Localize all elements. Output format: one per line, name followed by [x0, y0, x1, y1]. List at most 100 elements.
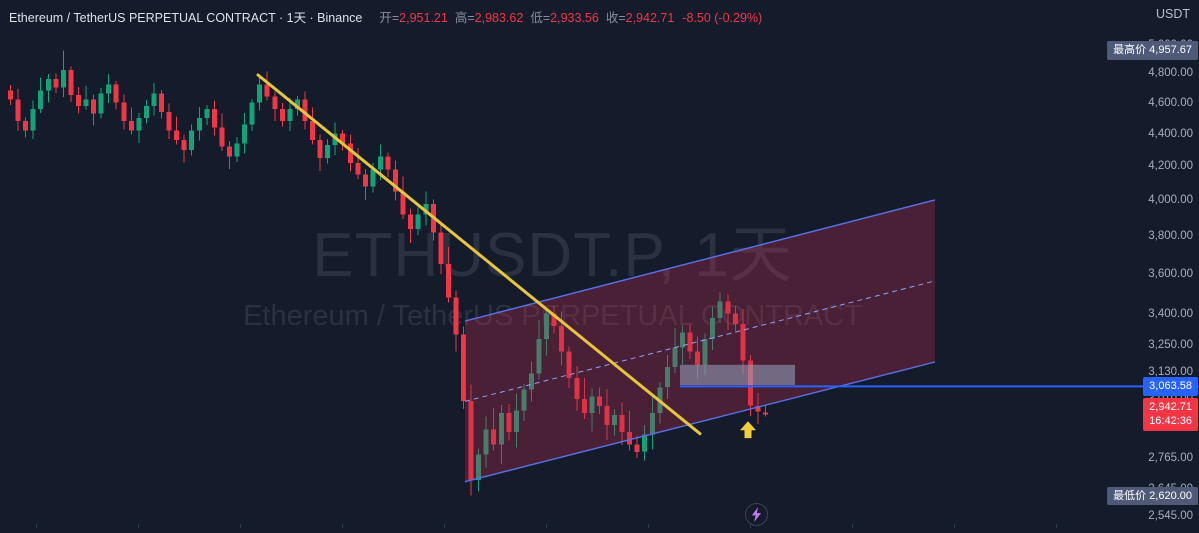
candle-body [234, 143, 240, 157]
candle-body [121, 102, 127, 122]
lightning-icon [751, 507, 762, 522]
candle-body [204, 108, 210, 118]
candle-body [438, 232, 444, 265]
ohlc-low-label: 低= [530, 11, 551, 25]
trendline[interactable] [256, 73, 702, 436]
last-price-badge: 2,942.71 16:42:36 [1143, 398, 1198, 431]
candle-body [415, 214, 421, 229]
price-tick-label: 4,600.00 [1148, 96, 1193, 109]
candle-body [498, 412, 504, 445]
candle-body [45, 78, 51, 91]
candle-body [302, 99, 308, 122]
channel-bottom-line[interactable] [464, 361, 936, 483]
candle-body [642, 434, 648, 452]
price-axis-unit[interactable]: USDT [1155, 7, 1190, 21]
lightning-button[interactable] [745, 503, 768, 526]
candle-body [159, 93, 164, 112]
candle-body [581, 398, 587, 413]
candle-body [491, 429, 497, 445]
candle-body [453, 297, 459, 335]
ohlc-low-value: 2,933.56 [550, 11, 599, 25]
candle-body [166, 111, 172, 131]
candle-body [634, 444, 640, 452]
candle-body [702, 338, 708, 365]
candle-body [362, 174, 368, 187]
candle-body [38, 90, 44, 109]
candle-body [377, 156, 383, 170]
candle-body [30, 108, 36, 131]
ohlc-high-label: 高= [454, 11, 475, 25]
price-axis[interactable]: 5,000.004,800.004,600.004,400.004,200.00… [1104, 0, 1199, 533]
candle-body [257, 84, 263, 103]
candle-body [612, 415, 617, 425]
candle-body [461, 334, 466, 402]
candle-body [91, 99, 97, 114]
symbol-title[interactable]: Ethereum / TetherUS PERPETUAL CONTRACT ·… [9, 11, 363, 25]
symbol-legend: Ethereum / TetherUS PERPETUAL CONTRACT ·… [9, 7, 762, 26]
time-axis[interactable] [0, 521, 1105, 533]
candle-body [763, 412, 768, 415]
candle-body [294, 99, 300, 109]
level-price-badge: 3,063.58 [1143, 377, 1198, 396]
price-tick-label: 3,400.00 [1148, 307, 1193, 320]
candle-body [732, 313, 738, 324]
candle-body [347, 143, 353, 163]
candle-body [128, 121, 134, 131]
highlight-rect[interactable] [680, 364, 795, 385]
price-tick-label: 4,200.00 [1148, 160, 1193, 173]
candle-body [740, 324, 746, 361]
candle-body [226, 146, 232, 157]
candle-body [15, 99, 21, 122]
candle-body [551, 313, 557, 327]
candle-body [181, 140, 187, 150]
candle-body [604, 405, 610, 425]
candle-body [695, 351, 701, 365]
candle-body [536, 338, 542, 374]
price-tick-label: 4,800.00 [1148, 67, 1193, 79]
candle-body [219, 127, 225, 147]
price-change: -8.50 (-0.29%) [682, 11, 763, 25]
candle-body [279, 108, 285, 122]
candle-body [664, 367, 670, 388]
candle-body [317, 140, 323, 158]
candle-body [476, 454, 482, 480]
candle-body [53, 78, 59, 88]
channel-fill[interactable] [465, 199, 935, 482]
candle-body [589, 396, 595, 413]
candle-body [106, 84, 112, 94]
time-tick [444, 524, 445, 528]
candle-body [717, 301, 723, 318]
candle-body [619, 415, 625, 432]
candle-body [468, 401, 474, 480]
ohlc-open-label: 开= [379, 11, 400, 25]
price-tick-label: 3,600.00 [1148, 267, 1193, 280]
candle-body [75, 95, 81, 106]
candle-body [687, 332, 693, 352]
time-tick [138, 524, 139, 528]
candle-body [287, 108, 293, 122]
channel-top-line[interactable] [464, 199, 936, 322]
up-arrow-marker[interactable] [740, 421, 756, 439]
candle-body [310, 121, 315, 141]
candle-body [325, 144, 331, 158]
candle-body [513, 410, 519, 433]
candle-body [649, 412, 655, 435]
candle-body [98, 93, 104, 114]
ohlc-close-label: 收= [605, 11, 626, 25]
candle-body [574, 378, 580, 399]
candle-body [211, 108, 217, 128]
time-tick [342, 524, 343, 528]
candle-body [83, 99, 89, 106]
candle-body [370, 169, 376, 187]
candle-body [544, 313, 550, 339]
candle-body [143, 105, 149, 119]
candle-body [340, 133, 346, 144]
candle-body [355, 162, 361, 175]
candle-body [627, 432, 633, 445]
price-tick-label: 2,765.00 [1148, 452, 1193, 464]
candle-body [393, 169, 399, 192]
candle-body [596, 396, 602, 406]
time-tick [648, 524, 649, 528]
